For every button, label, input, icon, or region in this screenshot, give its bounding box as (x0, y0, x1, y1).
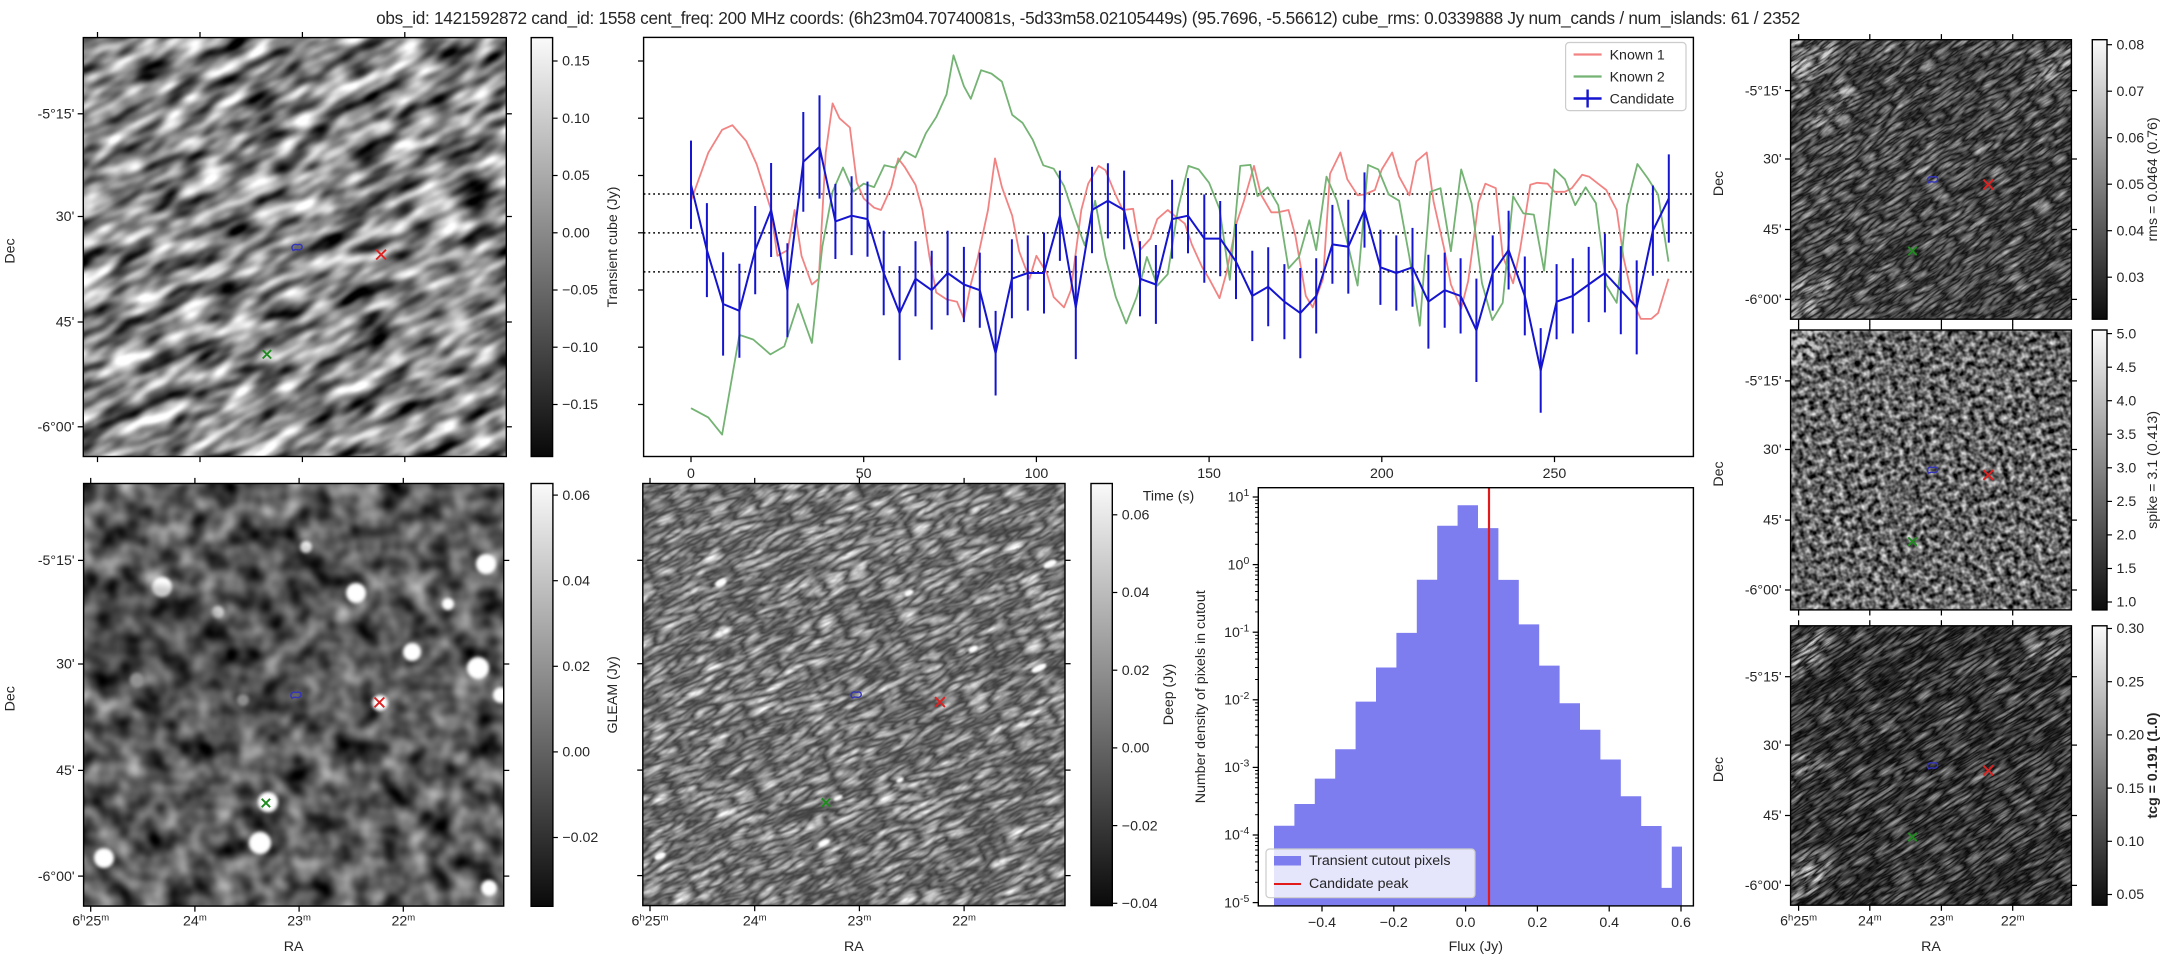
svg-text:45': 45' (56, 315, 75, 331)
svg-text:-5°15': -5°15' (38, 553, 75, 569)
svg-text:0: 0 (687, 466, 695, 482)
svg-text:30': 30' (1763, 442, 1782, 458)
svg-text:0.20: 0.20 (2117, 728, 2145, 744)
svg-text:2.0: 2.0 (2117, 528, 2137, 544)
svg-text:30': 30' (1763, 738, 1782, 754)
svg-text:30': 30' (56, 657, 75, 673)
svg-text:0.08: 0.08 (2117, 37, 2145, 53)
svg-text:Deep (Jy): Deep (Jy) (1161, 664, 1177, 726)
svg-text:obs_id: 1421592872 cand_id: 15: obs_id: 1421592872 cand_id: 1558 cent_fr… (376, 8, 1800, 28)
svg-text:0.10: 0.10 (2117, 834, 2145, 850)
svg-text:0.03: 0.03 (2117, 270, 2145, 286)
svg-text:-6°00': -6°00' (38, 419, 75, 435)
svg-text:3.5: 3.5 (2117, 427, 2137, 443)
svg-text:0.06: 0.06 (562, 488, 590, 504)
svg-text:30': 30' (56, 209, 75, 225)
svg-text:Dec: Dec (1711, 757, 1727, 782)
svg-text:Time (s): Time (s) (1143, 489, 1195, 505)
svg-text:0.02: 0.02 (1122, 663, 1150, 679)
svg-text:45': 45' (1763, 808, 1782, 824)
svg-text:5.0: 5.0 (2117, 326, 2137, 342)
svg-text:1.5: 1.5 (2117, 561, 2137, 577)
svg-text:Known 2: Known 2 (1610, 69, 1665, 85)
svg-text:0.04: 0.04 (2117, 223, 2145, 239)
svg-text:-6°00': -6°00' (1745, 292, 1782, 308)
svg-text:200: 200 (1370, 466, 1394, 482)
svg-text:0.15: 0.15 (2117, 781, 2145, 797)
svg-text:0.10: 0.10 (562, 111, 590, 127)
svg-text:0.4: 0.4 (1599, 915, 1619, 931)
svg-text:rms = 0.0464 (0.76): rms = 0.0464 (0.76) (2145, 117, 2161, 241)
svg-text:Known 1: Known 1 (1610, 47, 1665, 63)
svg-text:−0.05: −0.05 (562, 283, 598, 299)
svg-text:45': 45' (1763, 222, 1782, 238)
svg-text:0.04: 0.04 (1122, 585, 1150, 601)
svg-text:Dec: Dec (3, 686, 19, 711)
svg-text:-6°00': -6°00' (38, 869, 75, 885)
svg-text:Transient cube (Jy): Transient cube (Jy) (605, 187, 621, 308)
svg-text:Candidate peak: Candidate peak (1309, 876, 1409, 892)
svg-text:0.04: 0.04 (562, 573, 590, 589)
svg-text:3.0: 3.0 (2117, 461, 2137, 477)
svg-text:0.0: 0.0 (1456, 915, 1476, 931)
svg-text:0.06: 0.06 (1122, 508, 1150, 524)
svg-text:45': 45' (56, 763, 75, 779)
svg-text:-6°00': -6°00' (1745, 583, 1782, 599)
svg-text:0.00: 0.00 (1122, 741, 1150, 757)
svg-text:0.6: 0.6 (1671, 915, 1691, 931)
svg-text:100: 100 (1025, 466, 1049, 482)
svg-text:−0.15: −0.15 (562, 397, 598, 413)
svg-text:0.05: 0.05 (562, 168, 590, 184)
svg-text:0.2: 0.2 (1528, 915, 1548, 931)
svg-text:tcg = 0.191 (1.0): tcg = 0.191 (1.0) (2145, 712, 2161, 818)
svg-text:-5°15': -5°15' (1745, 83, 1782, 99)
svg-text:GLEAM (Jy): GLEAM (Jy) (605, 656, 621, 733)
svg-text:-5°15': -5°15' (38, 107, 75, 123)
svg-text:−0.2: −0.2 (1380, 915, 1408, 931)
svg-text:Transient cutout pixels: Transient cutout pixels (1309, 853, 1450, 869)
svg-text:−0.4: −0.4 (1308, 915, 1336, 931)
svg-text:Dec: Dec (1711, 461, 1727, 486)
svg-text:1.0: 1.0 (2117, 595, 2137, 611)
svg-text:Dec: Dec (1711, 171, 1727, 196)
svg-text:0.07: 0.07 (2117, 84, 2145, 100)
svg-text:-5°15': -5°15' (1745, 374, 1782, 390)
svg-text:0.05: 0.05 (2117, 177, 2145, 193)
svg-text:0.06: 0.06 (2117, 130, 2145, 146)
svg-text:RA: RA (284, 939, 304, 955)
svg-text:-6°00': -6°00' (1745, 878, 1782, 894)
svg-text:0.15: 0.15 (562, 54, 590, 70)
svg-text:4.5: 4.5 (2117, 360, 2137, 376)
svg-text:6h25m: 6h25m (1780, 912, 1817, 929)
svg-text:Number density of pixels in cu: Number density of pixels in cutout (1193, 590, 1209, 803)
svg-text:Dec: Dec (3, 238, 19, 263)
svg-text:0.00: 0.00 (562, 225, 590, 241)
svg-text:0.02: 0.02 (562, 659, 590, 675)
svg-text:−0.10: −0.10 (562, 340, 598, 356)
svg-text:30': 30' (1763, 152, 1782, 168)
svg-text:-5°15': -5°15' (1745, 669, 1782, 685)
svg-text:0.25: 0.25 (2117, 674, 2145, 690)
svg-text:50: 50 (856, 466, 872, 482)
svg-text:45': 45' (1763, 513, 1782, 529)
svg-text:0.05: 0.05 (2117, 887, 2145, 903)
svg-text:−0.02: −0.02 (1122, 818, 1158, 834)
svg-text:RA: RA (844, 939, 864, 955)
svg-text:−0.04: −0.04 (1122, 896, 1158, 912)
svg-text:RA: RA (1921, 939, 1941, 955)
svg-text:150: 150 (1197, 466, 1221, 482)
svg-text:−0.02: −0.02 (562, 830, 598, 846)
svg-text:2.5: 2.5 (2117, 494, 2137, 510)
svg-text:4.0: 4.0 (2117, 393, 2137, 409)
svg-text:0.00: 0.00 (562, 745, 590, 761)
svg-text:spike = 3.1 (0.413): spike = 3.1 (0.413) (2145, 411, 2161, 529)
svg-text:250: 250 (1543, 466, 1567, 482)
svg-text:Flux (Jy): Flux (Jy) (1449, 939, 1503, 955)
svg-text:0.30: 0.30 (2117, 621, 2145, 637)
svg-text:Candidate: Candidate (1610, 91, 1675, 107)
